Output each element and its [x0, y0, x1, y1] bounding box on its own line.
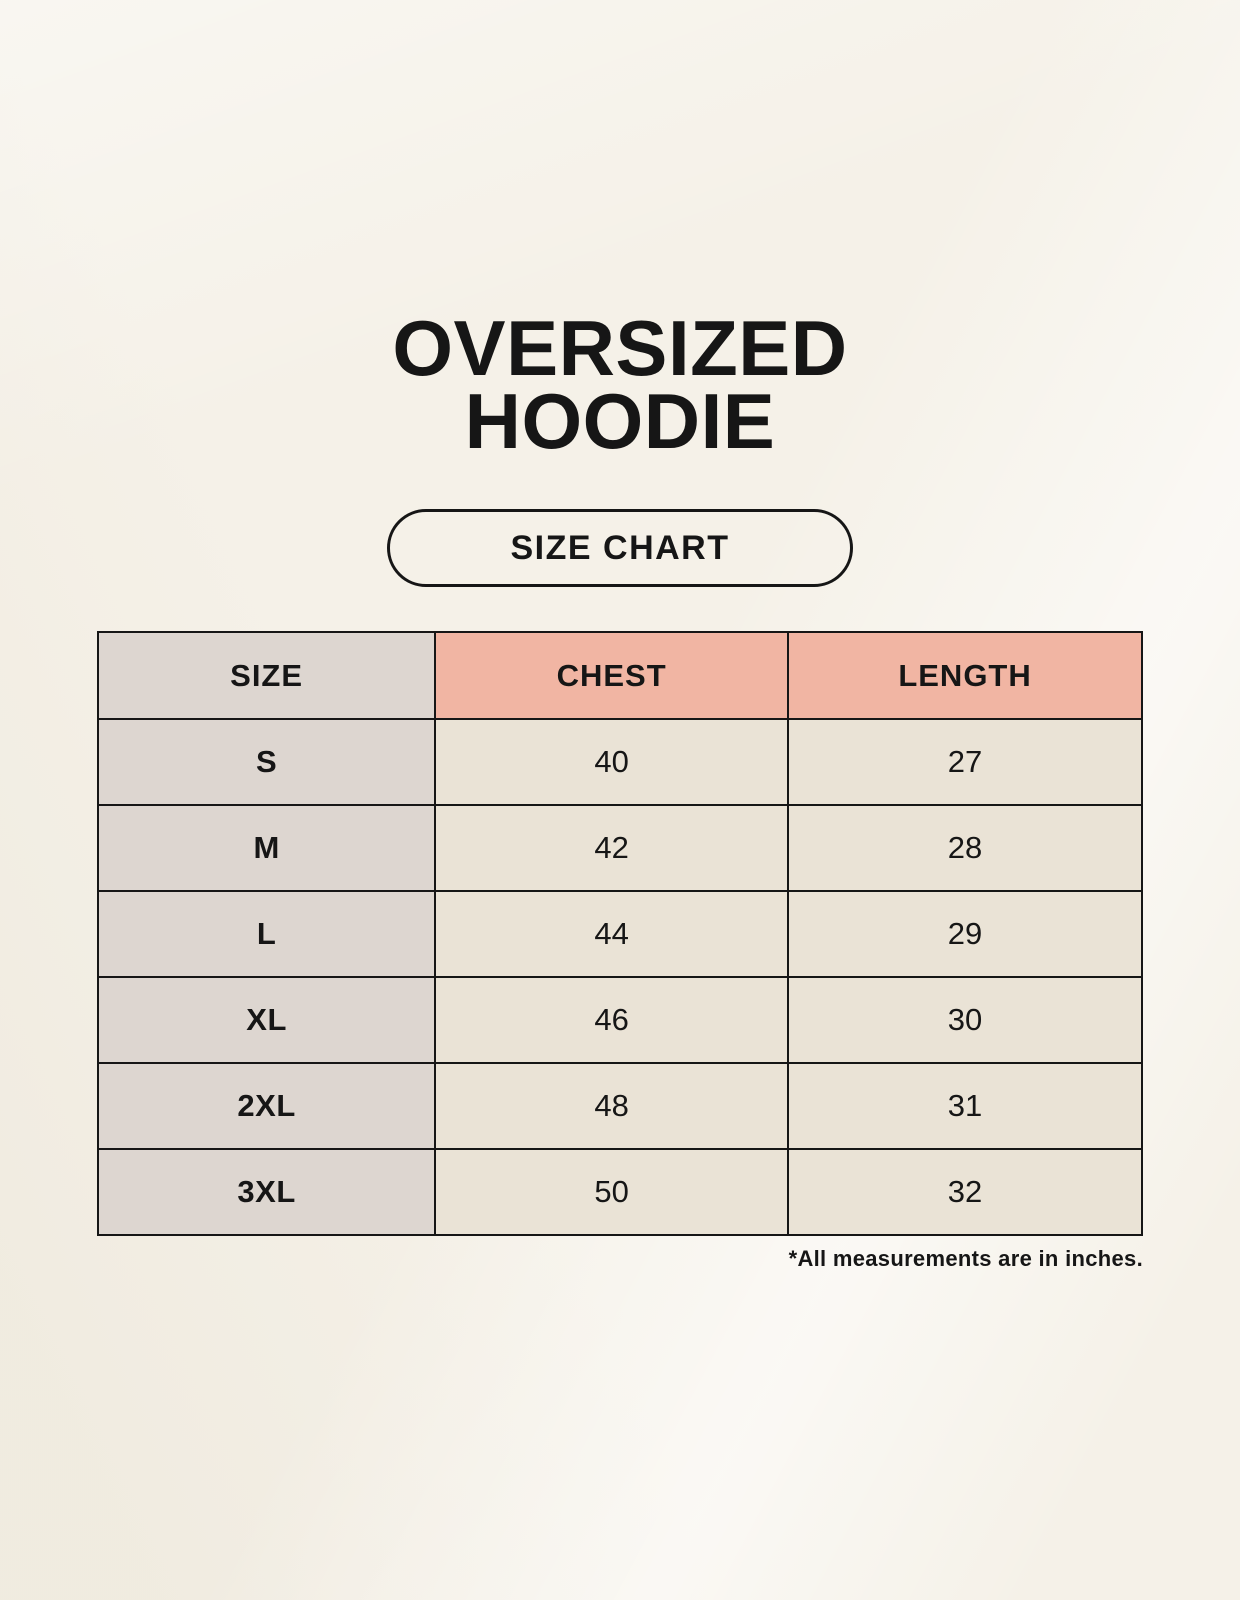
length-value: 28 — [787, 804, 1143, 893]
column-header-chest: CHEST — [434, 631, 790, 721]
size-label: L — [96, 890, 437, 979]
chest-value: 46 — [434, 976, 790, 1065]
chest-value: 50 — [434, 1148, 790, 1237]
table-row-l: L 44 29 — [96, 890, 1143, 979]
size-label: 2XL — [96, 1062, 437, 1151]
table-row-2xl: 2XL 48 31 — [96, 1062, 1143, 1151]
column-header-size: SIZE — [96, 631, 437, 721]
product-title-line-2: HOODIE — [464, 376, 776, 465]
length-value: 32 — [787, 1148, 1143, 1237]
table-row-m: M 42 28 — [96, 804, 1143, 893]
size-label: 3XL — [96, 1148, 437, 1237]
length-value: 27 — [787, 718, 1143, 807]
chest-value: 44 — [434, 890, 790, 979]
size-chart-button[interactable]: SIZE CHART — [387, 509, 853, 588]
product-title: OVERSIZED HOODIE — [0, 0, 1240, 465]
size-label: M — [96, 804, 437, 893]
product-title-line-1: OVERSIZED — [392, 304, 848, 392]
table-row-3xl: 3XL 50 32 — [96, 1148, 1143, 1237]
chest-value: 40 — [434, 718, 790, 807]
length-value: 30 — [787, 976, 1143, 1065]
chest-value: 48 — [434, 1062, 790, 1151]
length-value: 31 — [787, 1062, 1143, 1151]
table-header-row: SIZE CHEST LENGTH — [96, 631, 1143, 721]
size-table: SIZE CHEST LENGTH S 40 27 M 42 28 L 44 2… — [96, 631, 1143, 1237]
chest-value: 42 — [434, 804, 790, 893]
measurements-footnote: *All measurements are in inches. — [788, 1246, 1143, 1272]
table-row-s: S 40 27 — [96, 718, 1143, 807]
size-label: XL — [96, 976, 437, 1065]
column-header-length: LENGTH — [787, 631, 1143, 721]
size-chart-button-label: SIZE CHART — [510, 528, 730, 567]
size-label: S — [96, 718, 437, 807]
table-row-xl: XL 46 30 — [96, 976, 1143, 1065]
length-value: 29 — [787, 890, 1143, 979]
